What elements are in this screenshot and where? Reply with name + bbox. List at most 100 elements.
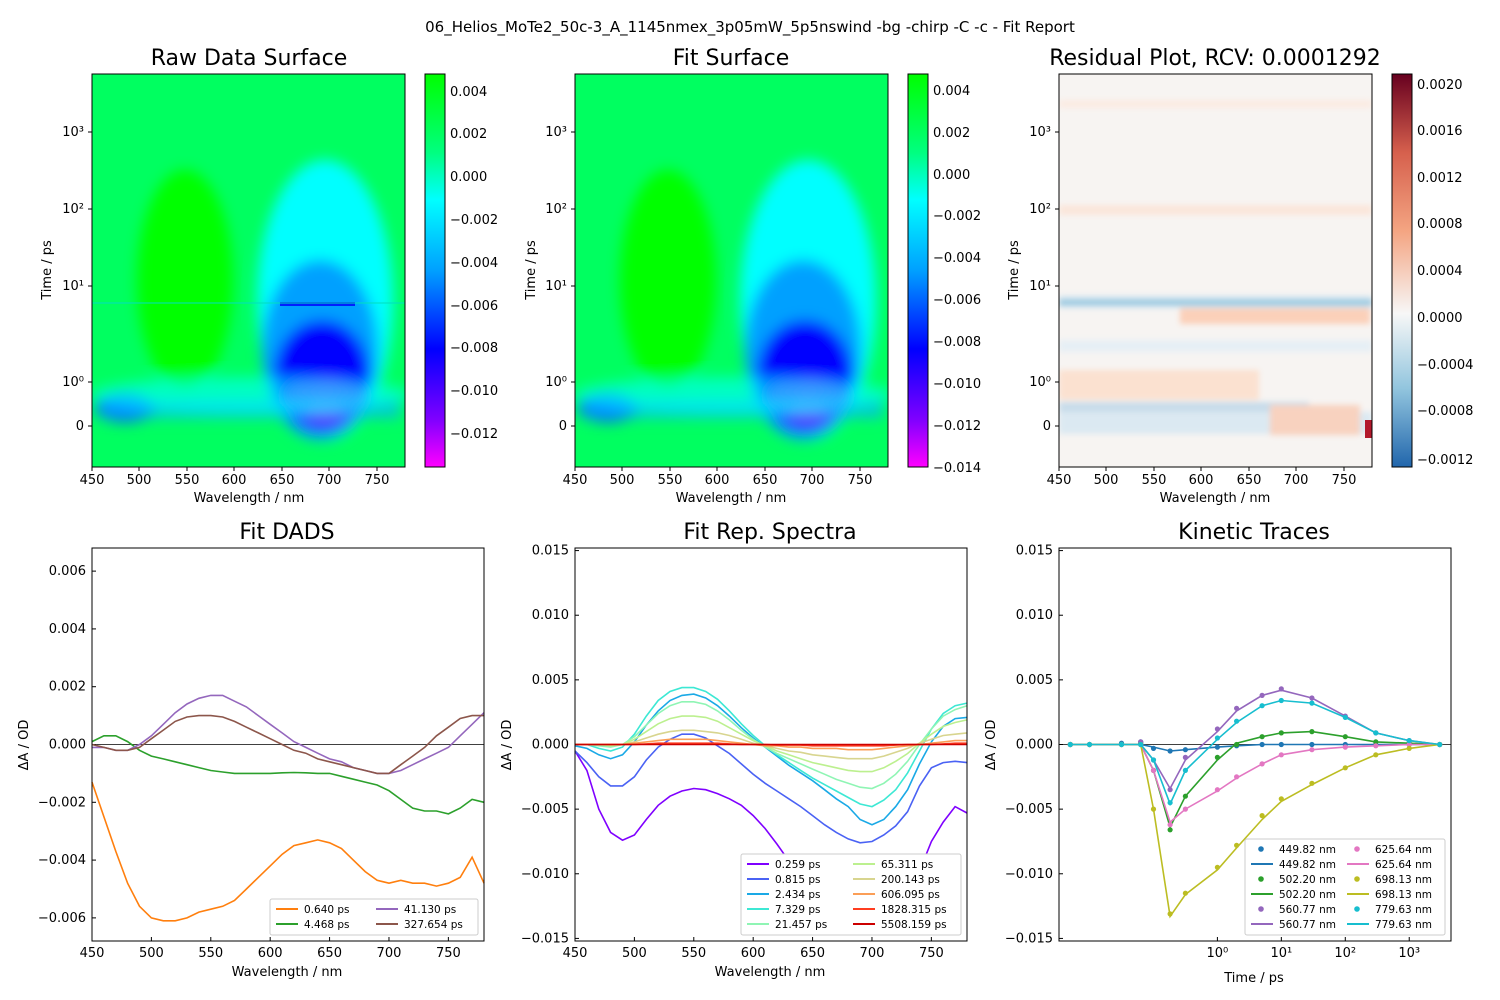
legend: 0.259 ps 0.815 ps 2.434 ps 7.329 ps 21.457 p… xyxy=(740,853,962,936)
colorbar-tick-label: −0.012 xyxy=(933,419,981,434)
dads-series-line xyxy=(92,694,485,775)
panel-title: Fit Surface xyxy=(673,46,790,71)
panel-title: Raw Data Surface xyxy=(151,46,348,71)
rep-spectrum-line xyxy=(575,701,968,790)
legend-label: 200.143 ps xyxy=(881,874,940,886)
legend-label: 0.815 ps xyxy=(775,874,821,886)
y-tick-label: 0 xyxy=(76,419,84,434)
colorbar-tick-label: −0.004 xyxy=(933,251,981,266)
colorbar-tick-label: −0.002 xyxy=(450,213,498,228)
panel-title: Residual Plot, RCV: 0.0001292 xyxy=(1049,46,1381,71)
legend-label: 698.13 nm xyxy=(1375,889,1432,901)
colorbar-tick-label: 0.0012 xyxy=(1417,171,1463,186)
colorbar-tick-label: 0.0020 xyxy=(1417,78,1463,93)
y-axis: 0 10⁰ 10¹ 10² 10³ Time / ps xyxy=(40,125,92,434)
colorbar-tick-label: −0.008 xyxy=(450,341,498,356)
legend-marker xyxy=(1354,846,1360,852)
colorbar-tick-label: −0.0012 xyxy=(1417,453,1473,468)
legend-marker xyxy=(1258,846,1264,852)
colorbar-tick-label: −0.004 xyxy=(450,256,498,271)
x-axis-label: Wavelength / nm xyxy=(194,491,305,506)
y-tick-label: −0.010 xyxy=(1005,867,1053,882)
x-tick-label: 650 xyxy=(800,946,825,961)
y-axis: 0 10⁰ 10¹ 10² 10³ Time / ps xyxy=(1007,125,1059,434)
kinetic-data-point xyxy=(1214,735,1220,741)
x-tick-label: 500 xyxy=(610,473,635,488)
rep-spectrum-line xyxy=(575,715,968,773)
legend-frame xyxy=(1244,838,1446,936)
heatmap-image xyxy=(1059,74,1372,467)
legend-label: 625.64 nm xyxy=(1375,844,1432,856)
fit-rep-spectra-panel: Fit Rep. Spectra Wavelength / nm ΔA / OD… xyxy=(500,520,968,980)
y-tick-label: 10¹ xyxy=(545,279,567,294)
y-tick-label: −0.005 xyxy=(1005,802,1053,817)
y-tick-label: 0.002 xyxy=(49,680,86,695)
panel-title: Kinetic Traces xyxy=(1178,520,1330,545)
legend-label: 779.63 nm xyxy=(1375,919,1432,931)
x-tick-label: 550 xyxy=(681,946,706,961)
legend-label: 0.640 ps xyxy=(304,904,350,916)
panel-title: Fit DADS xyxy=(239,520,334,545)
y-tick-label: 10³ xyxy=(1029,125,1051,140)
kinetic-fit-line xyxy=(1070,699,1440,807)
x-tick-label: 650 xyxy=(270,473,295,488)
colorbar-tick-label: −0.010 xyxy=(933,377,981,392)
legend-label: 560.77 nm xyxy=(1279,904,1336,916)
panel-title: Fit Rep. Spectra xyxy=(683,520,856,545)
legend-label: 502.20 nm xyxy=(1279,889,1336,901)
fit-surface-panel: Fit Surface 450 500 550 600 650 700 xyxy=(524,46,981,506)
x-axis: 450 500 550 600 650 700 750 Wavelength /… xyxy=(1047,467,1356,506)
legend-label: 606.095 ps xyxy=(881,889,940,901)
x-tick-label: 700 xyxy=(317,473,342,488)
colorbar-tick-label: −0.006 xyxy=(933,293,981,308)
colorbar-tick-label: 0.0008 xyxy=(1417,217,1463,232)
rep-spectrum-line xyxy=(574,733,968,844)
legend-label: 0.259 ps xyxy=(775,859,821,871)
x-tick-label: 700 xyxy=(800,473,825,488)
legend-label: 779.63 nm xyxy=(1375,904,1432,916)
y-tick-label: 0.005 xyxy=(1016,673,1053,688)
x-tick-label: 550 xyxy=(175,473,200,488)
legend: 0.640 ps 4.468 ps 41.130 ps 327.654 ps xyxy=(269,898,479,936)
heatmap-image xyxy=(92,74,405,467)
kinetic-traces-panel: Kinetic Traces Time / ps ΔA / OD 10⁰ 10¹ 1… xyxy=(984,520,1452,986)
y-tick-label: 0.000 xyxy=(49,738,86,753)
legend-label: 41.130 ps xyxy=(404,904,456,916)
y-tick-label: 0.015 xyxy=(1016,544,1053,559)
x-axis-label: Wavelength / nm xyxy=(232,965,343,980)
legend-label: 1828.315 ps xyxy=(881,904,947,916)
legend-marker xyxy=(1258,906,1264,912)
y-tick-label: 10² xyxy=(545,202,567,217)
legend-label: 4.468 ps xyxy=(304,919,350,931)
x-tick-label: 700 xyxy=(377,946,402,961)
x-tick-label: 600 xyxy=(705,473,730,488)
x-tick-label: 500 xyxy=(622,946,647,961)
plot-frame xyxy=(574,547,968,942)
kinetic-data-point xyxy=(1167,827,1173,833)
x-tick-label: 450 xyxy=(80,946,105,961)
y-axis-label: ΔA / OD xyxy=(984,720,999,771)
x-tick-label: 10¹ xyxy=(1270,946,1292,961)
x-tick-label: 550 xyxy=(1142,473,1167,488)
colorbar-tick-label: −0.008 xyxy=(933,335,981,350)
legend: 449.82 nm 449.82 nm 502.20 nm 502.20 nm 560.… xyxy=(1244,838,1446,936)
y-tick-label: 0.010 xyxy=(1016,608,1053,623)
x-tick-label: 450 xyxy=(1047,473,1072,488)
y-tick-label: 10¹ xyxy=(62,279,84,294)
x-tick-label: 450 xyxy=(563,473,588,488)
colorbar-tick-label: 0.0000 xyxy=(1417,311,1463,326)
legend-label: 327.654 ps xyxy=(404,919,463,931)
kinetic-data-point xyxy=(1259,813,1265,819)
legend-label: 2.434 ps xyxy=(775,889,821,901)
legend-label: 560.77 nm xyxy=(1279,919,1336,931)
x-axis-label: Wavelength / nm xyxy=(715,965,826,980)
y-tick-label: −0.005 xyxy=(521,802,569,817)
colorbar-tick-label: −0.014 xyxy=(933,461,981,476)
colorbar-tick-label: 0.000 xyxy=(933,168,970,183)
y-axis-label: ΔA / OD xyxy=(500,720,515,771)
x-tick-label: 750 xyxy=(436,946,461,961)
dads-series-line xyxy=(91,781,485,922)
raw-data-surface-panel: Raw Data Surface 450 500 550 600 6 xyxy=(40,46,498,506)
x-tick-label: 450 xyxy=(80,473,105,488)
